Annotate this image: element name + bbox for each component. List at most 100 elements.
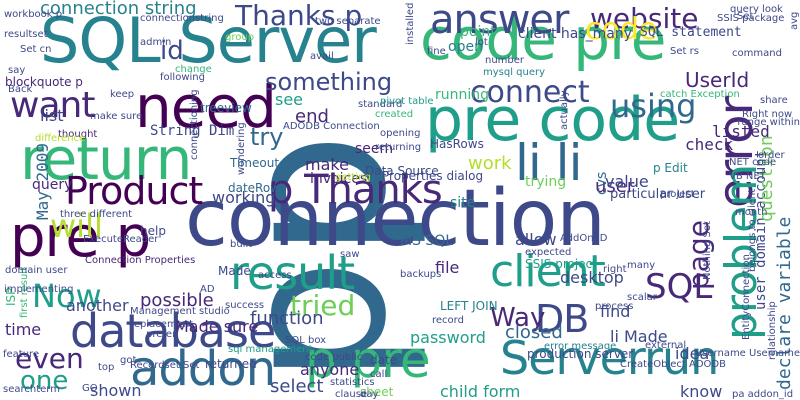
cloud-word-connectioning: connectioning xyxy=(189,89,200,160)
cloud-word-shown: shown xyxy=(90,381,142,400)
cloud-word-difference: difference xyxy=(35,133,86,144)
cloud-word-management-studio: Management studio xyxy=(130,306,230,317)
cloud-word-say: say xyxy=(8,65,26,76)
cloud-word-connectionstring: connectionstring xyxy=(140,13,224,24)
cloud-word-possible: possible xyxy=(140,290,214,311)
cloud-word-ms-sql: MS SQL xyxy=(400,233,454,249)
cloud-word-keep: keep xyxy=(110,89,135,100)
cloud-word-avg: avg xyxy=(789,11,800,30)
cloud-word-working: working xyxy=(212,188,276,207)
cloud-word-connection-properties: Connection Properties xyxy=(85,255,196,266)
cloud-word-production-server: production server xyxy=(527,347,634,361)
cloud-word-net-code: NET code xyxy=(729,157,777,168)
cloud-word-running: running xyxy=(435,87,490,103)
cloud-word-trying: trying xyxy=(525,174,567,190)
cloud-word-allow: allow xyxy=(515,230,557,249)
cloud-word-result: result xyxy=(230,246,355,300)
cloud-word-answer: answer xyxy=(430,0,569,43)
cloud-word-pivot-table: pivot table xyxy=(380,96,434,107)
cloud-word-record: record xyxy=(432,315,464,326)
cloud-word-something: something xyxy=(265,68,393,96)
cloud-word-range-within: range within xyxy=(737,117,800,128)
cloud-word-database: database xyxy=(70,304,276,358)
cloud-word-project: project xyxy=(660,189,695,200)
cloud-word-set: Set xyxy=(737,11,754,22)
cloud-word-returned: returned xyxy=(205,357,257,371)
cloud-word-clause: clause xyxy=(335,389,368,400)
cloud-word-wondering: wondering xyxy=(236,122,247,175)
cloud-word-code-pre: code pre xyxy=(420,5,666,73)
cloud-word-pre-code: pre code xyxy=(425,85,680,155)
cloud-word-date: date xyxy=(370,353,398,367)
cloud-word-recordset-set: Recordset Set xyxy=(130,360,200,371)
cloud-word-serverrun: Serverrun xyxy=(500,331,719,385)
cloud-word-thanks-p: Thanks p xyxy=(235,0,363,32)
cloud-word-listed: listed xyxy=(712,122,770,141)
cloud-word-resultset: resultset xyxy=(4,29,48,40)
cloud-word-string-dim: String Dim xyxy=(150,123,235,139)
cloud-word-know: know xyxy=(680,382,723,400)
cloud-word-process: process xyxy=(595,301,634,312)
cloud-word-number: number xyxy=(485,55,525,66)
cloud-word-sql: SQL xyxy=(645,267,713,307)
cloud-word-end: end xyxy=(295,106,329,127)
cloud-word-open: open xyxy=(448,39,483,55)
cloud-word-right: right xyxy=(603,264,627,275)
cloud-word-sql-server: SQL Server xyxy=(40,4,377,77)
cloud-word-success: success xyxy=(225,300,265,311)
cloud-word-data-source: Data Source xyxy=(365,164,439,178)
cloud-word-right-now: Right now xyxy=(742,109,793,120)
cloud-word-client-has-many: client has_many xyxy=(518,26,633,42)
cloud-word-sql-management: sql management xyxy=(228,344,313,355)
cloud-word-invoices: invoices xyxy=(310,171,368,187)
cloud-word-set-rs: Set rs xyxy=(670,46,699,57)
cloud-word-expected: expected xyxy=(525,247,572,258)
cloud-word-hasrows: HasRows xyxy=(430,137,484,151)
cloud-word-got: got xyxy=(120,355,137,366)
cloud-word-blockquote-p: blockquote p xyxy=(5,75,83,89)
cloud-word-properties-dialog: Properties dialog xyxy=(382,169,484,183)
cloud-word-group: group xyxy=(225,32,255,43)
cloud-word-point: point xyxy=(460,24,496,40)
cloud-word-go: GO xyxy=(82,383,98,394)
cloud-word-ssis-project: SSIS project xyxy=(525,257,597,271)
cloud-word-product: Product xyxy=(65,169,203,213)
cloud-word-prefer: prefer xyxy=(146,329,177,340)
cloud-word-made: Made xyxy=(218,264,251,278)
cloud-word-query: query xyxy=(32,177,73,193)
cloud-word-built: built xyxy=(230,239,253,250)
cloud-word-relationship: relationship xyxy=(767,301,778,360)
cloud-word-share: share xyxy=(760,95,788,106)
cloud-word-addon-id: AddOn ID xyxy=(560,233,608,244)
cloud-word-declare-variable: declare variable xyxy=(774,216,795,390)
cloud-word-idea: idea xyxy=(675,344,710,363)
cloud-word-avail: avail xyxy=(310,51,334,62)
cloud-word-two-separate: two separate xyxy=(315,16,381,27)
cloud-word-standard: standard xyxy=(358,99,403,110)
cloud-word-now: Now xyxy=(32,277,102,315)
cloud-word-statistics: statistics xyxy=(330,377,375,388)
cloud-word-error-message: error message xyxy=(544,341,617,352)
cloud-word-db: DB xyxy=(535,297,589,341)
cloud-word-tried: tried xyxy=(290,289,356,322)
cloud-word-connection-string: connection string xyxy=(40,0,197,19)
cloud-word-closed: closed xyxy=(505,322,563,343)
cloud-word-opening: opening xyxy=(380,128,421,139)
cloud-word-li-li: li li xyxy=(515,134,582,192)
cloud-word-li-made: li Made xyxy=(610,327,668,346)
cloud-word-external: external xyxy=(645,340,687,351)
cloud-word-pre-p: pre p xyxy=(10,205,151,270)
cloud-word-thought: thought xyxy=(58,129,98,140)
cloud-word-left-join: LEFT JOIN xyxy=(440,299,498,313)
cloud-word-desktop: desktop xyxy=(560,268,624,287)
cloud-word-using: using xyxy=(610,87,697,125)
cloud-word-particular-user: particular user xyxy=(610,187,706,202)
cloud-word-installed: installed xyxy=(405,2,416,45)
cloud-word-return: return xyxy=(20,125,192,193)
cloud-word-make: make xyxy=(305,155,349,174)
cloud-word-work: work xyxy=(468,153,512,174)
cloud-word-fine: fine xyxy=(427,46,446,57)
cloud-word-seem: seem xyxy=(355,141,394,157)
cloud-word-p-thanks: p Thanks xyxy=(268,167,443,213)
